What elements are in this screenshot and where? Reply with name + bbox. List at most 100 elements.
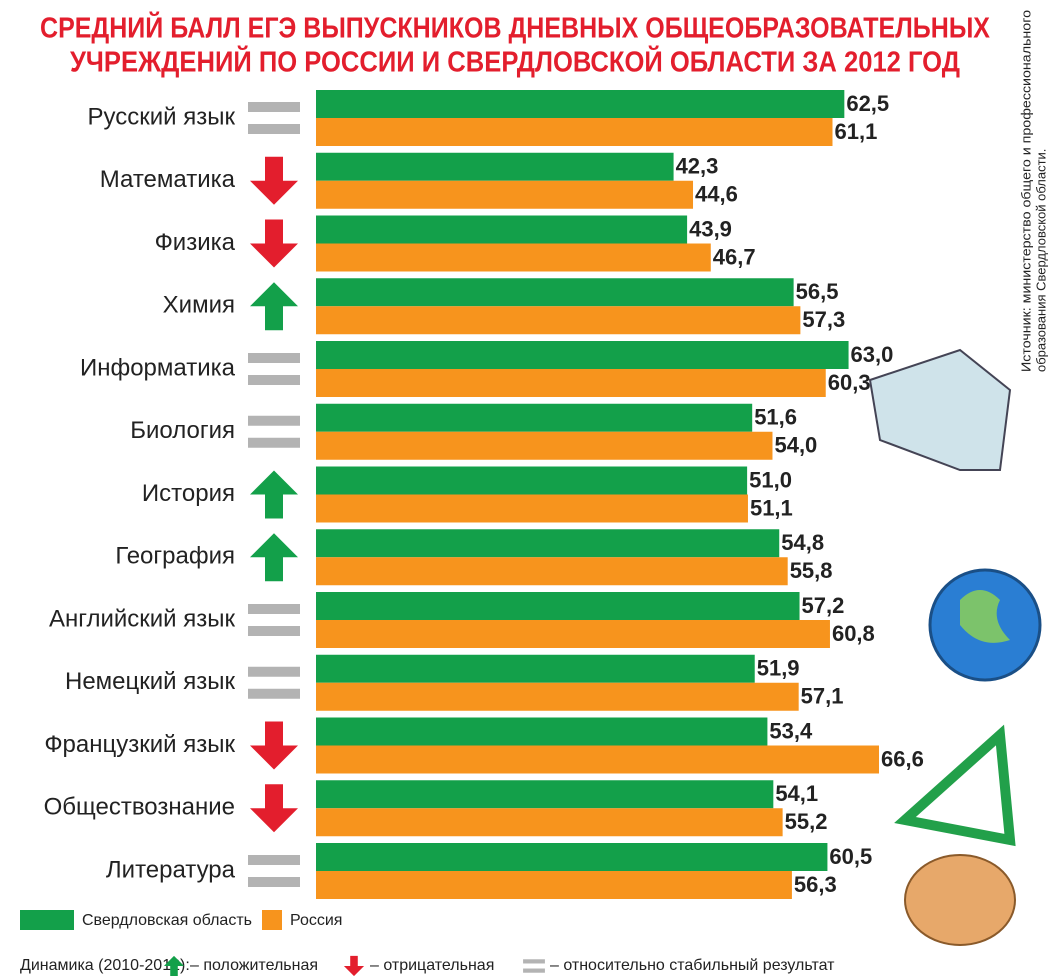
bar	[316, 718, 767, 746]
bar	[316, 153, 674, 181]
bar	[316, 404, 752, 432]
value-label: 62,5	[846, 91, 889, 116]
bar	[316, 620, 830, 648]
value-label: 54,1	[775, 781, 818, 806]
value-label: 51,1	[750, 495, 793, 520]
bar	[316, 181, 693, 209]
value-label: 57,2	[802, 593, 845, 618]
bar	[316, 746, 879, 774]
stable-icon	[248, 416, 300, 426]
stable-icon	[248, 855, 300, 865]
value-label: 60,5	[829, 844, 872, 869]
value-label: 63,0	[851, 342, 894, 367]
up-arrow	[250, 533, 298, 581]
bar	[316, 467, 747, 495]
stable-icon	[248, 877, 300, 887]
value-label: 42,3	[676, 154, 719, 179]
bar	[316, 655, 755, 683]
bar	[316, 306, 800, 334]
down-arrow	[250, 157, 298, 205]
down-arrow	[250, 784, 298, 832]
value-label: 54,8	[781, 530, 824, 555]
dynamics-legend: – положительная	[190, 957, 318, 974]
category-label: Английский язык	[49, 605, 236, 632]
value-label: 51,6	[754, 405, 797, 430]
value-label: 57,1	[801, 684, 844, 709]
bar	[316, 369, 826, 397]
stable-icon	[523, 959, 545, 963]
down-arrow	[250, 220, 298, 268]
bar	[316, 683, 799, 711]
value-label: 60,3	[828, 370, 871, 395]
dynamics-legend: – относительно стабильный результат	[550, 957, 835, 974]
category-label: Литература	[106, 856, 236, 883]
category-label: Французкий язык	[44, 731, 235, 758]
stable-icon	[248, 438, 300, 448]
legend-label: Россия	[290, 912, 342, 929]
bar	[316, 341, 849, 369]
up-arrow	[250, 471, 298, 519]
down-arrow	[250, 722, 298, 770]
value-label: 43,9	[689, 216, 732, 241]
value-label: 53,4	[769, 718, 813, 743]
source: образования Свердловской области.	[1033, 149, 1048, 372]
legend-swatch	[262, 910, 282, 930]
stable-icon	[248, 604, 300, 614]
category-label: Биология	[130, 417, 235, 444]
value-label: 57,3	[802, 307, 845, 332]
bar	[316, 843, 827, 871]
stable-icon	[523, 969, 545, 973]
value-label: 66,6	[881, 746, 924, 771]
stable-icon	[248, 353, 300, 363]
category-label: Химия	[163, 292, 235, 319]
legend-label: Свердловская область	[82, 912, 252, 929]
bar	[316, 808, 783, 836]
value-label: 56,3	[794, 872, 837, 897]
bar	[316, 529, 779, 557]
value-label: 55,2	[785, 809, 828, 834]
chart-title: СРЕДНИЙ БАЛЛ ЕГЭ ВЫПУСКНИКОВ ДНЕВНЫХ ОБЩ…	[40, 11, 991, 45]
value-label: 54,0	[774, 433, 817, 458]
stable-icon	[248, 124, 300, 134]
stable-icon	[248, 689, 300, 699]
decoration	[870, 350, 1040, 945]
value-label: 51,0	[749, 467, 792, 492]
value-label: 56,5	[796, 279, 839, 304]
category-label: История	[142, 480, 235, 507]
value-label: 61,1	[834, 119, 877, 144]
value-label: 51,9	[757, 656, 800, 681]
down-arrow	[344, 956, 364, 976]
stable-icon	[248, 667, 300, 677]
bar	[316, 432, 772, 460]
source: Источник: министерство общего и професси…	[1018, 10, 1033, 372]
category-label: Математика	[100, 166, 236, 193]
category-label: Немецкий язык	[65, 668, 236, 695]
bar	[316, 278, 794, 306]
bar	[316, 871, 792, 899]
bar	[316, 557, 788, 585]
dynamics-legend: – отрицательная	[370, 957, 494, 974]
bar	[316, 592, 800, 620]
stable-icon	[248, 102, 300, 112]
up-arrow	[250, 282, 298, 330]
category-label: Информатика	[80, 354, 236, 381]
bar	[316, 495, 748, 523]
bar	[316, 118, 832, 146]
bar	[316, 90, 844, 118]
bar	[316, 780, 773, 808]
value-label: 44,6	[695, 182, 738, 207]
value-label: 46,7	[713, 244, 756, 269]
category-label: География	[115, 543, 235, 570]
legend-swatch	[20, 910, 74, 930]
category-label: Физика	[155, 229, 236, 256]
stable-icon	[248, 626, 300, 636]
bar	[316, 216, 687, 244]
chart: СРЕДНИЙ БАЛЛ ЕГЭ ВЫПУСКНИКОВ ДНЕВНЫХ ОБЩ…	[0, 0, 1051, 976]
category-label: Русский язык	[88, 103, 236, 130]
bar	[316, 244, 711, 272]
stable-icon	[248, 375, 300, 385]
chart-title: УЧРЕЖДЕНИЙ ПО РОССИИ И СВЕРДЛОВСКОЙ ОБЛА…	[70, 45, 960, 79]
value-label: 60,8	[832, 621, 875, 646]
category-label: Обществознание	[44, 794, 235, 821]
value-label: 55,8	[790, 558, 833, 583]
